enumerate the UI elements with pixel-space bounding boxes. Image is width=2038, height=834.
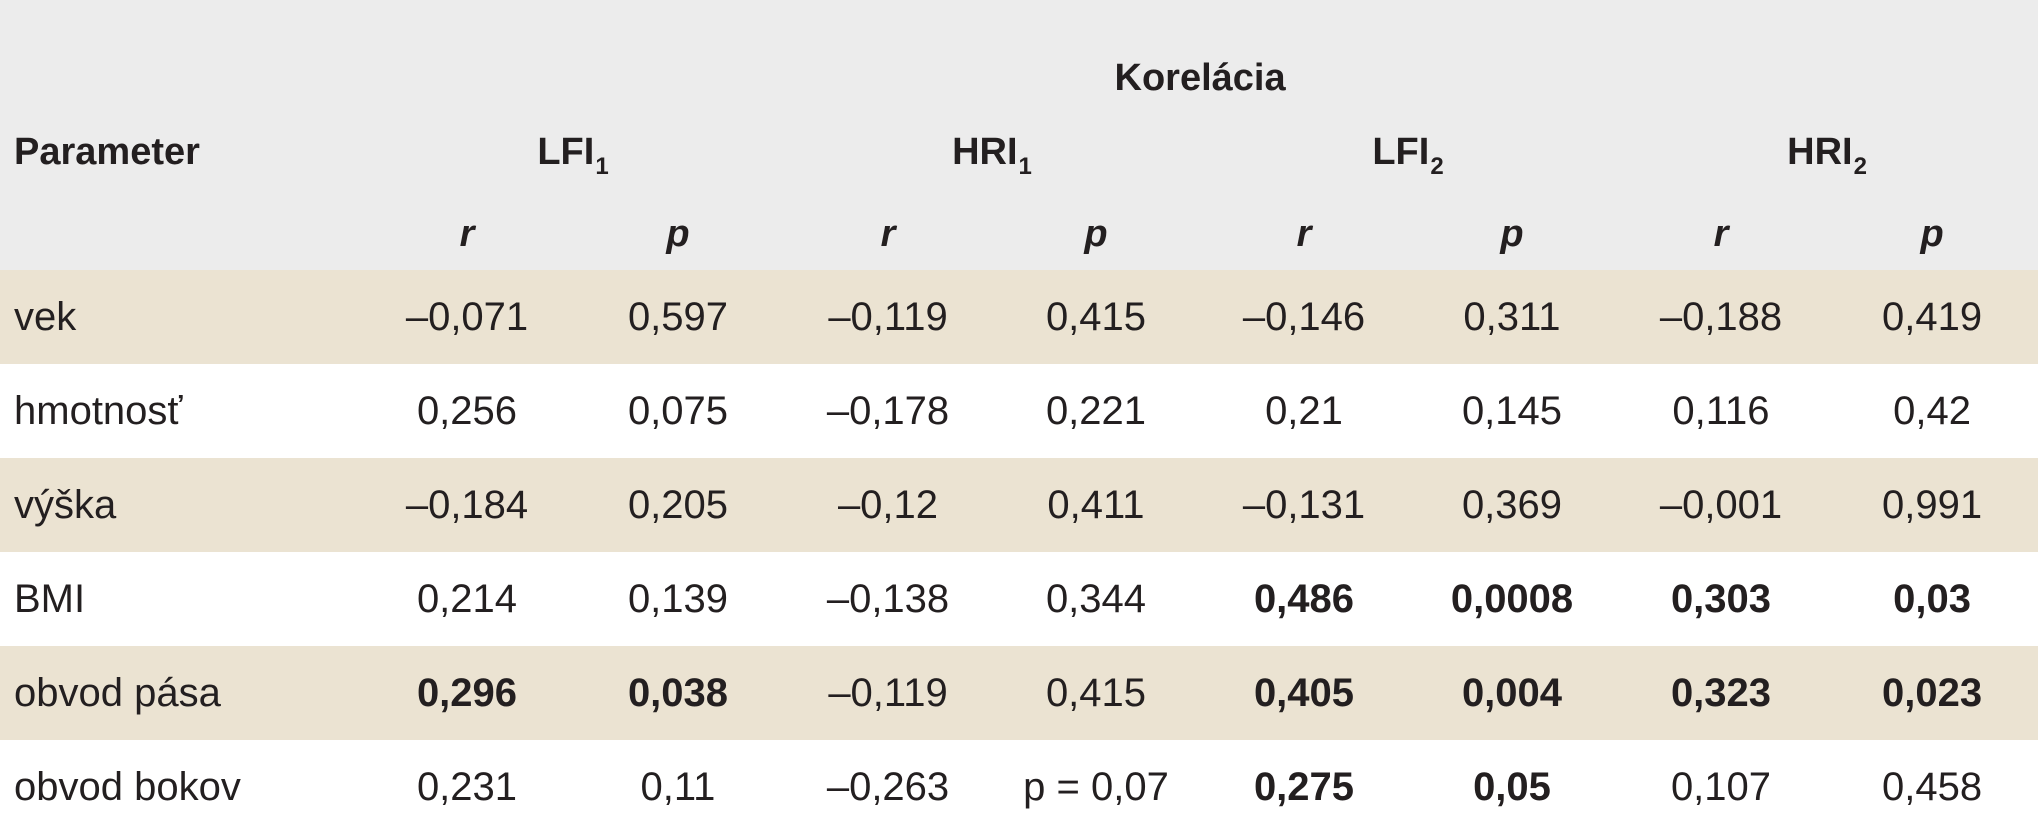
p-value-cell: 0,145 xyxy=(1408,364,1616,458)
r-value-cell: –0,146 xyxy=(1200,270,1408,364)
p-value-cell: 0,419 xyxy=(1826,270,2038,364)
p-value-cell: p = 0,07 xyxy=(992,740,1200,834)
r-header: r xyxy=(1296,212,1312,255)
p-header: p xyxy=(1084,212,1108,255)
table-row: BMI 0,214 0,139 –0,138 0,344 0,486 0,0008 0,303… xyxy=(0,552,2038,646)
r-value-cell: 0,107 xyxy=(1616,740,1826,834)
r-value-cell: 0,486 xyxy=(1200,552,1408,646)
r-value-cell: 0,296 xyxy=(362,646,572,740)
parameter-header: Parameter xyxy=(14,130,200,173)
r-value-cell: –0,138 xyxy=(784,552,992,646)
r-value-cell: 0,256 xyxy=(362,364,572,458)
p-value-cell: 0,411 xyxy=(992,458,1200,552)
row-label: výška xyxy=(0,458,362,552)
column-header-lfi2: LFI2 xyxy=(1200,106,1616,198)
table-row: hmotnosť 0,256 0,075 –0,178 0,221 0,21 0,145 0,… xyxy=(0,364,2038,458)
p-value-cell: 0,03 xyxy=(1826,552,2038,646)
r-value-cell: –0,188 xyxy=(1616,270,1826,364)
column-header-base: HRI xyxy=(952,130,1018,173)
p-value-cell: 0,415 xyxy=(992,270,1200,364)
r-value-cell: –0,131 xyxy=(1200,458,1408,552)
p-value-cell: 0,075 xyxy=(572,364,784,458)
table-row: obvod bokov 0,231 0,11 –0,263 p = 0,07 0,275 0… xyxy=(0,740,2038,834)
r-value-cell: 0,231 xyxy=(362,740,572,834)
column-header-base: LFI xyxy=(1372,130,1430,173)
row-label: vek xyxy=(0,270,362,364)
p-value-cell: 0,991 xyxy=(1826,458,2038,552)
p-value-cell: 0,42 xyxy=(1826,364,2038,458)
r-value-cell: –0,184 xyxy=(362,458,572,552)
p-value-cell: 0,221 xyxy=(992,364,1200,458)
table-row: obvod pása 0,296 0,038 –0,119 0,415 0,405 0,00… xyxy=(0,646,2038,740)
p-value-cell: 0,023 xyxy=(1826,646,2038,740)
p-value-cell: 0,05 xyxy=(1408,740,1616,834)
p-value-cell: 0,415 xyxy=(992,646,1200,740)
group-title: Korelácia xyxy=(1114,57,1286,99)
r-value-cell: –0,119 xyxy=(784,646,992,740)
r-value-cell: 0,405 xyxy=(1200,646,1408,740)
correlation-table-container: Korelácia Parameter LFI1 HRI1 LFI2 HRI2 … xyxy=(0,0,2038,809)
row-label: hmotnosť xyxy=(0,364,362,458)
column-header-hri1: HRI1 xyxy=(784,106,1200,198)
r-header: r xyxy=(1713,212,1729,255)
header-empty-cell xyxy=(0,198,362,270)
p-value-cell: 0,004 xyxy=(1408,646,1616,740)
column-header-subscript: 2 xyxy=(1853,152,1867,180)
p-value-cell: 0,458 xyxy=(1826,740,2038,834)
r-value-cell: –0,178 xyxy=(784,364,992,458)
p-value-cell: 0,205 xyxy=(572,458,784,552)
header-row-stats: r p r p r p r p xyxy=(0,198,2038,270)
r-value-cell: 0,214 xyxy=(362,552,572,646)
r-header: r xyxy=(880,212,896,255)
r-header: r xyxy=(459,212,475,255)
column-header-subscript: 2 xyxy=(1430,152,1444,180)
table-row: vek –0,071 0,597 –0,119 0,415 –0,146 0,311 –0,1… xyxy=(0,270,2038,364)
p-header: p xyxy=(1500,212,1524,255)
r-value-cell: –0,001 xyxy=(1616,458,1826,552)
r-value-cell: –0,071 xyxy=(362,270,572,364)
r-value-cell: 0,275 xyxy=(1200,740,1408,834)
p-value-cell: 0,038 xyxy=(572,646,784,740)
header-row-group: Korelácia xyxy=(0,0,2038,106)
p-header: p xyxy=(1920,212,1944,255)
p-value-cell: 0,11 xyxy=(572,740,784,834)
p-value-cell: 0,0008 xyxy=(1408,552,1616,646)
column-header-hri2: HRI2 xyxy=(1616,106,2038,198)
column-header-lfi1: LFI1 xyxy=(362,106,784,198)
header-row-columns: Parameter LFI1 HRI1 LFI2 HRI2 xyxy=(0,106,2038,198)
p-value-cell: 0,139 xyxy=(572,552,784,646)
table-body: vek –0,071 0,597 –0,119 0,415 –0,146 0,311 –0,1… xyxy=(0,270,2038,834)
p-value-cell: 0,344 xyxy=(992,552,1200,646)
p-value-cell: 0,369 xyxy=(1408,458,1616,552)
r-value-cell: 0,21 xyxy=(1200,364,1408,458)
row-label: obvod pása xyxy=(0,646,362,740)
r-value-cell: –0,119 xyxy=(784,270,992,364)
table-row: výška –0,184 0,205 –0,12 0,411 –0,131 0,369 –0,… xyxy=(0,458,2038,552)
header-empty-cell xyxy=(0,0,362,106)
p-header: p xyxy=(666,212,690,255)
column-header-base: HRI xyxy=(1787,130,1853,173)
r-value-cell: –0,12 xyxy=(784,458,992,552)
p-value-cell: 0,311 xyxy=(1408,270,1616,364)
row-label: BMI xyxy=(0,552,362,646)
column-header-subscript: 1 xyxy=(595,152,609,180)
r-value-cell: 0,303 xyxy=(1616,552,1826,646)
r-value-cell: 0,116 xyxy=(1616,364,1826,458)
r-value-cell: 0,323 xyxy=(1616,646,1826,740)
row-label: obvod bokov xyxy=(0,740,362,834)
r-value-cell: –0,263 xyxy=(784,740,992,834)
column-header-subscript: 1 xyxy=(1018,152,1032,180)
column-header-base: LFI xyxy=(537,130,595,173)
p-value-cell: 0,597 xyxy=(572,270,784,364)
